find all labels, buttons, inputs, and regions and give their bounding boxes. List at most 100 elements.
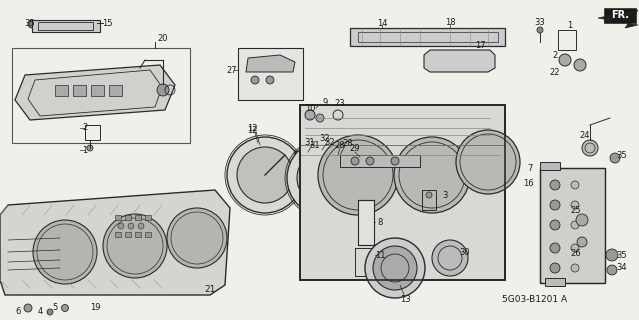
Circle shape bbox=[391, 157, 399, 165]
Text: 35: 35 bbox=[617, 150, 627, 159]
Circle shape bbox=[318, 135, 398, 215]
Bar bbox=[125, 215, 131, 220]
Text: 11: 11 bbox=[374, 251, 385, 260]
Text: 12: 12 bbox=[247, 125, 258, 134]
Bar bbox=[135, 232, 141, 237]
Polygon shape bbox=[246, 55, 295, 72]
Text: 2: 2 bbox=[552, 51, 558, 60]
Circle shape bbox=[287, 140, 363, 216]
Bar bbox=[135, 215, 141, 220]
Text: 23: 23 bbox=[335, 99, 345, 108]
Text: 21: 21 bbox=[204, 285, 216, 294]
Text: 3: 3 bbox=[442, 190, 448, 199]
Circle shape bbox=[571, 221, 579, 229]
Circle shape bbox=[118, 223, 124, 229]
Circle shape bbox=[351, 157, 359, 165]
Bar bbox=[350, 28, 505, 46]
Text: 28: 28 bbox=[343, 139, 353, 148]
Circle shape bbox=[373, 246, 417, 290]
Text: 5: 5 bbox=[52, 303, 58, 313]
Circle shape bbox=[103, 214, 167, 278]
Bar bbox=[358, 200, 374, 245]
Text: 32: 32 bbox=[320, 133, 330, 142]
Text: 26: 26 bbox=[571, 249, 581, 258]
Bar bbox=[545, 278, 565, 286]
Text: 6: 6 bbox=[15, 308, 20, 316]
Circle shape bbox=[550, 200, 560, 210]
Text: 31: 31 bbox=[310, 140, 320, 149]
Text: 28: 28 bbox=[335, 140, 345, 149]
Text: 9: 9 bbox=[322, 98, 328, 107]
Text: 35: 35 bbox=[617, 251, 627, 260]
Circle shape bbox=[559, 54, 571, 66]
Circle shape bbox=[571, 264, 579, 272]
Circle shape bbox=[576, 214, 588, 226]
Bar bbox=[358, 32, 498, 42]
Polygon shape bbox=[109, 85, 122, 96]
Bar bbox=[300, 105, 505, 280]
Text: 24: 24 bbox=[580, 131, 590, 140]
Circle shape bbox=[266, 76, 274, 84]
Text: 7: 7 bbox=[527, 164, 533, 172]
Text: 8: 8 bbox=[377, 218, 383, 227]
Text: 16: 16 bbox=[523, 179, 534, 188]
Circle shape bbox=[167, 208, 227, 268]
Text: 14: 14 bbox=[377, 19, 387, 28]
Text: 27: 27 bbox=[227, 66, 237, 75]
Text: 19: 19 bbox=[89, 303, 100, 313]
Circle shape bbox=[305, 110, 315, 120]
Polygon shape bbox=[91, 85, 104, 96]
Text: 35: 35 bbox=[25, 19, 35, 28]
Circle shape bbox=[237, 147, 293, 203]
Circle shape bbox=[574, 59, 586, 71]
Polygon shape bbox=[15, 65, 175, 120]
Text: 1: 1 bbox=[567, 20, 573, 29]
Text: 29: 29 bbox=[350, 143, 360, 153]
Polygon shape bbox=[32, 20, 100, 32]
Circle shape bbox=[550, 263, 560, 273]
Circle shape bbox=[610, 153, 620, 163]
Bar bbox=[238, 48, 303, 100]
Text: 20: 20 bbox=[158, 34, 168, 43]
Circle shape bbox=[33, 220, 97, 284]
Bar bbox=[422, 190, 436, 210]
Circle shape bbox=[28, 20, 36, 28]
Text: 15: 15 bbox=[102, 19, 112, 28]
Circle shape bbox=[571, 181, 579, 189]
Bar bbox=[115, 215, 121, 220]
Circle shape bbox=[571, 201, 579, 209]
Circle shape bbox=[316, 114, 324, 122]
Bar bbox=[300, 105, 505, 280]
Text: 4: 4 bbox=[37, 308, 43, 316]
Text: 32: 32 bbox=[325, 138, 335, 147]
Circle shape bbox=[607, 265, 617, 275]
Circle shape bbox=[606, 249, 618, 261]
Text: 22: 22 bbox=[550, 68, 560, 76]
Circle shape bbox=[251, 76, 259, 84]
Circle shape bbox=[426, 192, 432, 198]
Text: 33: 33 bbox=[535, 18, 545, 27]
Text: 34: 34 bbox=[617, 263, 627, 273]
Bar bbox=[38, 22, 93, 30]
Text: 25: 25 bbox=[571, 205, 581, 214]
Circle shape bbox=[128, 223, 134, 229]
Text: 5G03-B1201 A: 5G03-B1201 A bbox=[502, 295, 567, 305]
Bar bbox=[12, 48, 190, 143]
Circle shape bbox=[297, 150, 353, 206]
Circle shape bbox=[432, 240, 468, 276]
Text: 12: 12 bbox=[247, 124, 258, 132]
Circle shape bbox=[550, 243, 560, 253]
Circle shape bbox=[456, 130, 520, 194]
Text: 13: 13 bbox=[399, 295, 410, 305]
Circle shape bbox=[61, 305, 68, 311]
Bar bbox=[558, 30, 576, 50]
Text: 10: 10 bbox=[305, 103, 315, 113]
Polygon shape bbox=[73, 85, 86, 96]
Bar bbox=[355, 248, 377, 276]
Circle shape bbox=[394, 137, 470, 213]
Bar bbox=[115, 232, 121, 237]
Bar bbox=[604, 8, 636, 23]
Circle shape bbox=[227, 137, 303, 213]
Circle shape bbox=[582, 140, 598, 156]
Circle shape bbox=[550, 220, 560, 230]
